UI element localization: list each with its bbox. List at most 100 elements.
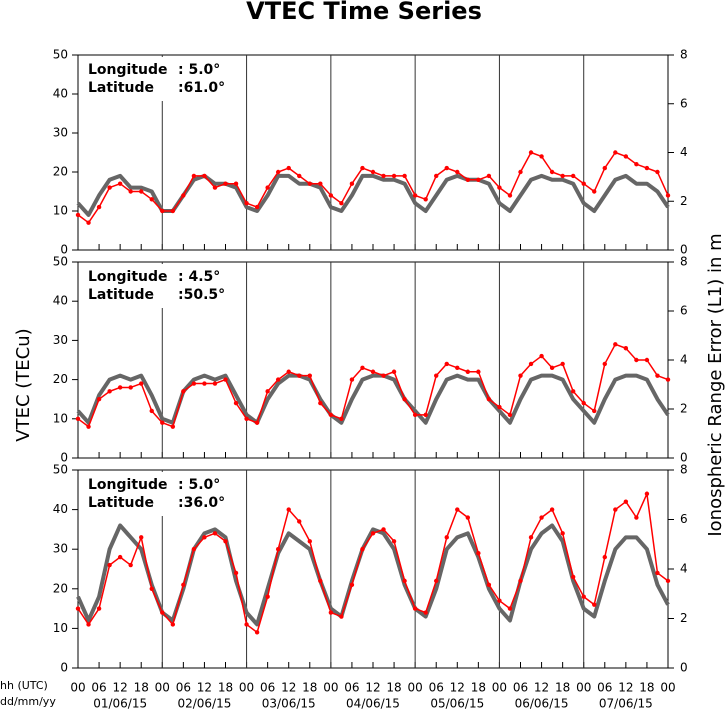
- vtec-point: [170, 424, 176, 429]
- vtec-point: [233, 400, 239, 406]
- annotation-label: Latitude: [88, 80, 154, 96]
- vtec-point: [86, 220, 91, 225]
- vtec-point: [423, 610, 428, 615]
- vtec-point: [160, 208, 165, 214]
- x-date-label: 06/06/15: [515, 697, 569, 711]
- vtec-point: [139, 381, 144, 386]
- vtec-point: [349, 582, 355, 588]
- vtec-point: [486, 173, 492, 179]
- vtec-point: [223, 181, 228, 186]
- y2-tick-label: 0: [680, 451, 688, 465]
- y-tick-label: 0: [60, 243, 68, 257]
- y-tick-label: 20: [53, 165, 68, 179]
- vtec-point: [212, 531, 218, 536]
- vtec-point: [339, 614, 344, 619]
- x-tick-label: 18: [471, 681, 486, 695]
- vtec-point: [613, 342, 618, 347]
- vtec-point: [202, 381, 207, 386]
- vtec-point: [328, 610, 334, 615]
- vtec-point: [455, 169, 460, 175]
- x-axis-label: hh (UTC): [0, 679, 48, 692]
- vtec-point: [307, 539, 312, 544]
- vtec-point: [265, 594, 270, 599]
- vtec-point: [592, 602, 597, 607]
- y-tick-label: 10: [53, 411, 68, 425]
- x-tick-label: 00: [492, 681, 507, 695]
- vtec-point: [592, 408, 597, 414]
- y-tick-label: 50: [53, 255, 68, 269]
- vtec-point: [86, 622, 91, 627]
- chart-title: VTEC Time Series: [246, 0, 482, 25]
- y-tick-label: 50: [53, 48, 68, 62]
- y2-tick-label: 4: [680, 562, 688, 576]
- vtec-point: [486, 582, 492, 588]
- vtec-point: [139, 535, 144, 540]
- vtec-point: [518, 578, 523, 584]
- y2-axis-label: Ionospheric Range Error (L1) in m: [705, 233, 726, 536]
- vtec-point: [212, 185, 218, 190]
- vtec-point: [96, 397, 102, 402]
- x-date-label: 07/06/15: [599, 697, 653, 711]
- vtec-point: [539, 353, 544, 359]
- vtec-point: [634, 357, 639, 363]
- vtec-point: [170, 622, 176, 627]
- vtec-point: [644, 357, 650, 363]
- vtec-point: [139, 189, 144, 194]
- y-tick-label: 50: [53, 463, 68, 477]
- vtec-point: [244, 622, 249, 627]
- vtec-point: [476, 369, 481, 374]
- vtec-point: [444, 165, 449, 171]
- vtec-point: [160, 610, 165, 615]
- y2-tick-label: 8: [680, 255, 688, 269]
- vtec-point: [244, 201, 249, 206]
- vtec-point: [570, 173, 576, 179]
- vtec-point: [644, 165, 650, 171]
- vtec-point: [149, 586, 154, 591]
- vtec-point: [128, 385, 133, 390]
- vtec-point: [318, 400, 323, 406]
- vtec-point: [170, 208, 176, 214]
- x-tick-label: 12: [113, 681, 128, 695]
- vtec-point: [318, 181, 323, 186]
- x-date-label: 02/06/15: [177, 697, 231, 711]
- vtec-point: [149, 408, 154, 414]
- x-tick-label: 06: [344, 681, 359, 695]
- x-tick-label: 00: [323, 681, 338, 695]
- annotation-label: Longitude: [88, 477, 168, 493]
- vtec-point: [665, 193, 671, 198]
- x-tick-label: 06: [176, 681, 191, 695]
- x-tick-label: 12: [450, 681, 465, 695]
- annotation-label: Longitude: [88, 62, 168, 78]
- vtec-point: [265, 185, 270, 190]
- vtec-point: [96, 606, 102, 611]
- vtec-point: [297, 519, 302, 524]
- vtec-point: [339, 416, 344, 421]
- vtec-point: [107, 562, 112, 568]
- vtec-point: [391, 369, 397, 374]
- y-tick-label: 20: [53, 581, 68, 595]
- vtec-point: [370, 369, 376, 374]
- vtec-point: [476, 177, 481, 182]
- vtec-point: [160, 420, 165, 425]
- vtec-point: [181, 582, 186, 588]
- y-tick-label: 0: [60, 451, 68, 465]
- vtec-point: [96, 204, 102, 210]
- vtec-point: [486, 397, 492, 402]
- vtec-point: [391, 539, 397, 544]
- vtec-point: [149, 197, 154, 202]
- vtec-point: [444, 535, 449, 540]
- y2-tick-label: 6: [680, 96, 688, 110]
- vtec-point: [402, 173, 407, 179]
- x-tick-label: 12: [365, 681, 380, 695]
- vtec-point: [655, 169, 660, 175]
- vtec-point: [223, 377, 228, 382]
- vtec-point: [402, 578, 407, 584]
- vtec-point: [602, 554, 607, 560]
- vtec-point: [465, 177, 471, 182]
- vtec-point: [318, 578, 323, 584]
- vtec-point: [412, 412, 418, 418]
- vtec-point: [286, 507, 291, 512]
- x-tick-label: 06: [513, 681, 528, 695]
- vtec-point: [528, 150, 534, 155]
- annotation-value: :61.0°: [178, 80, 225, 96]
